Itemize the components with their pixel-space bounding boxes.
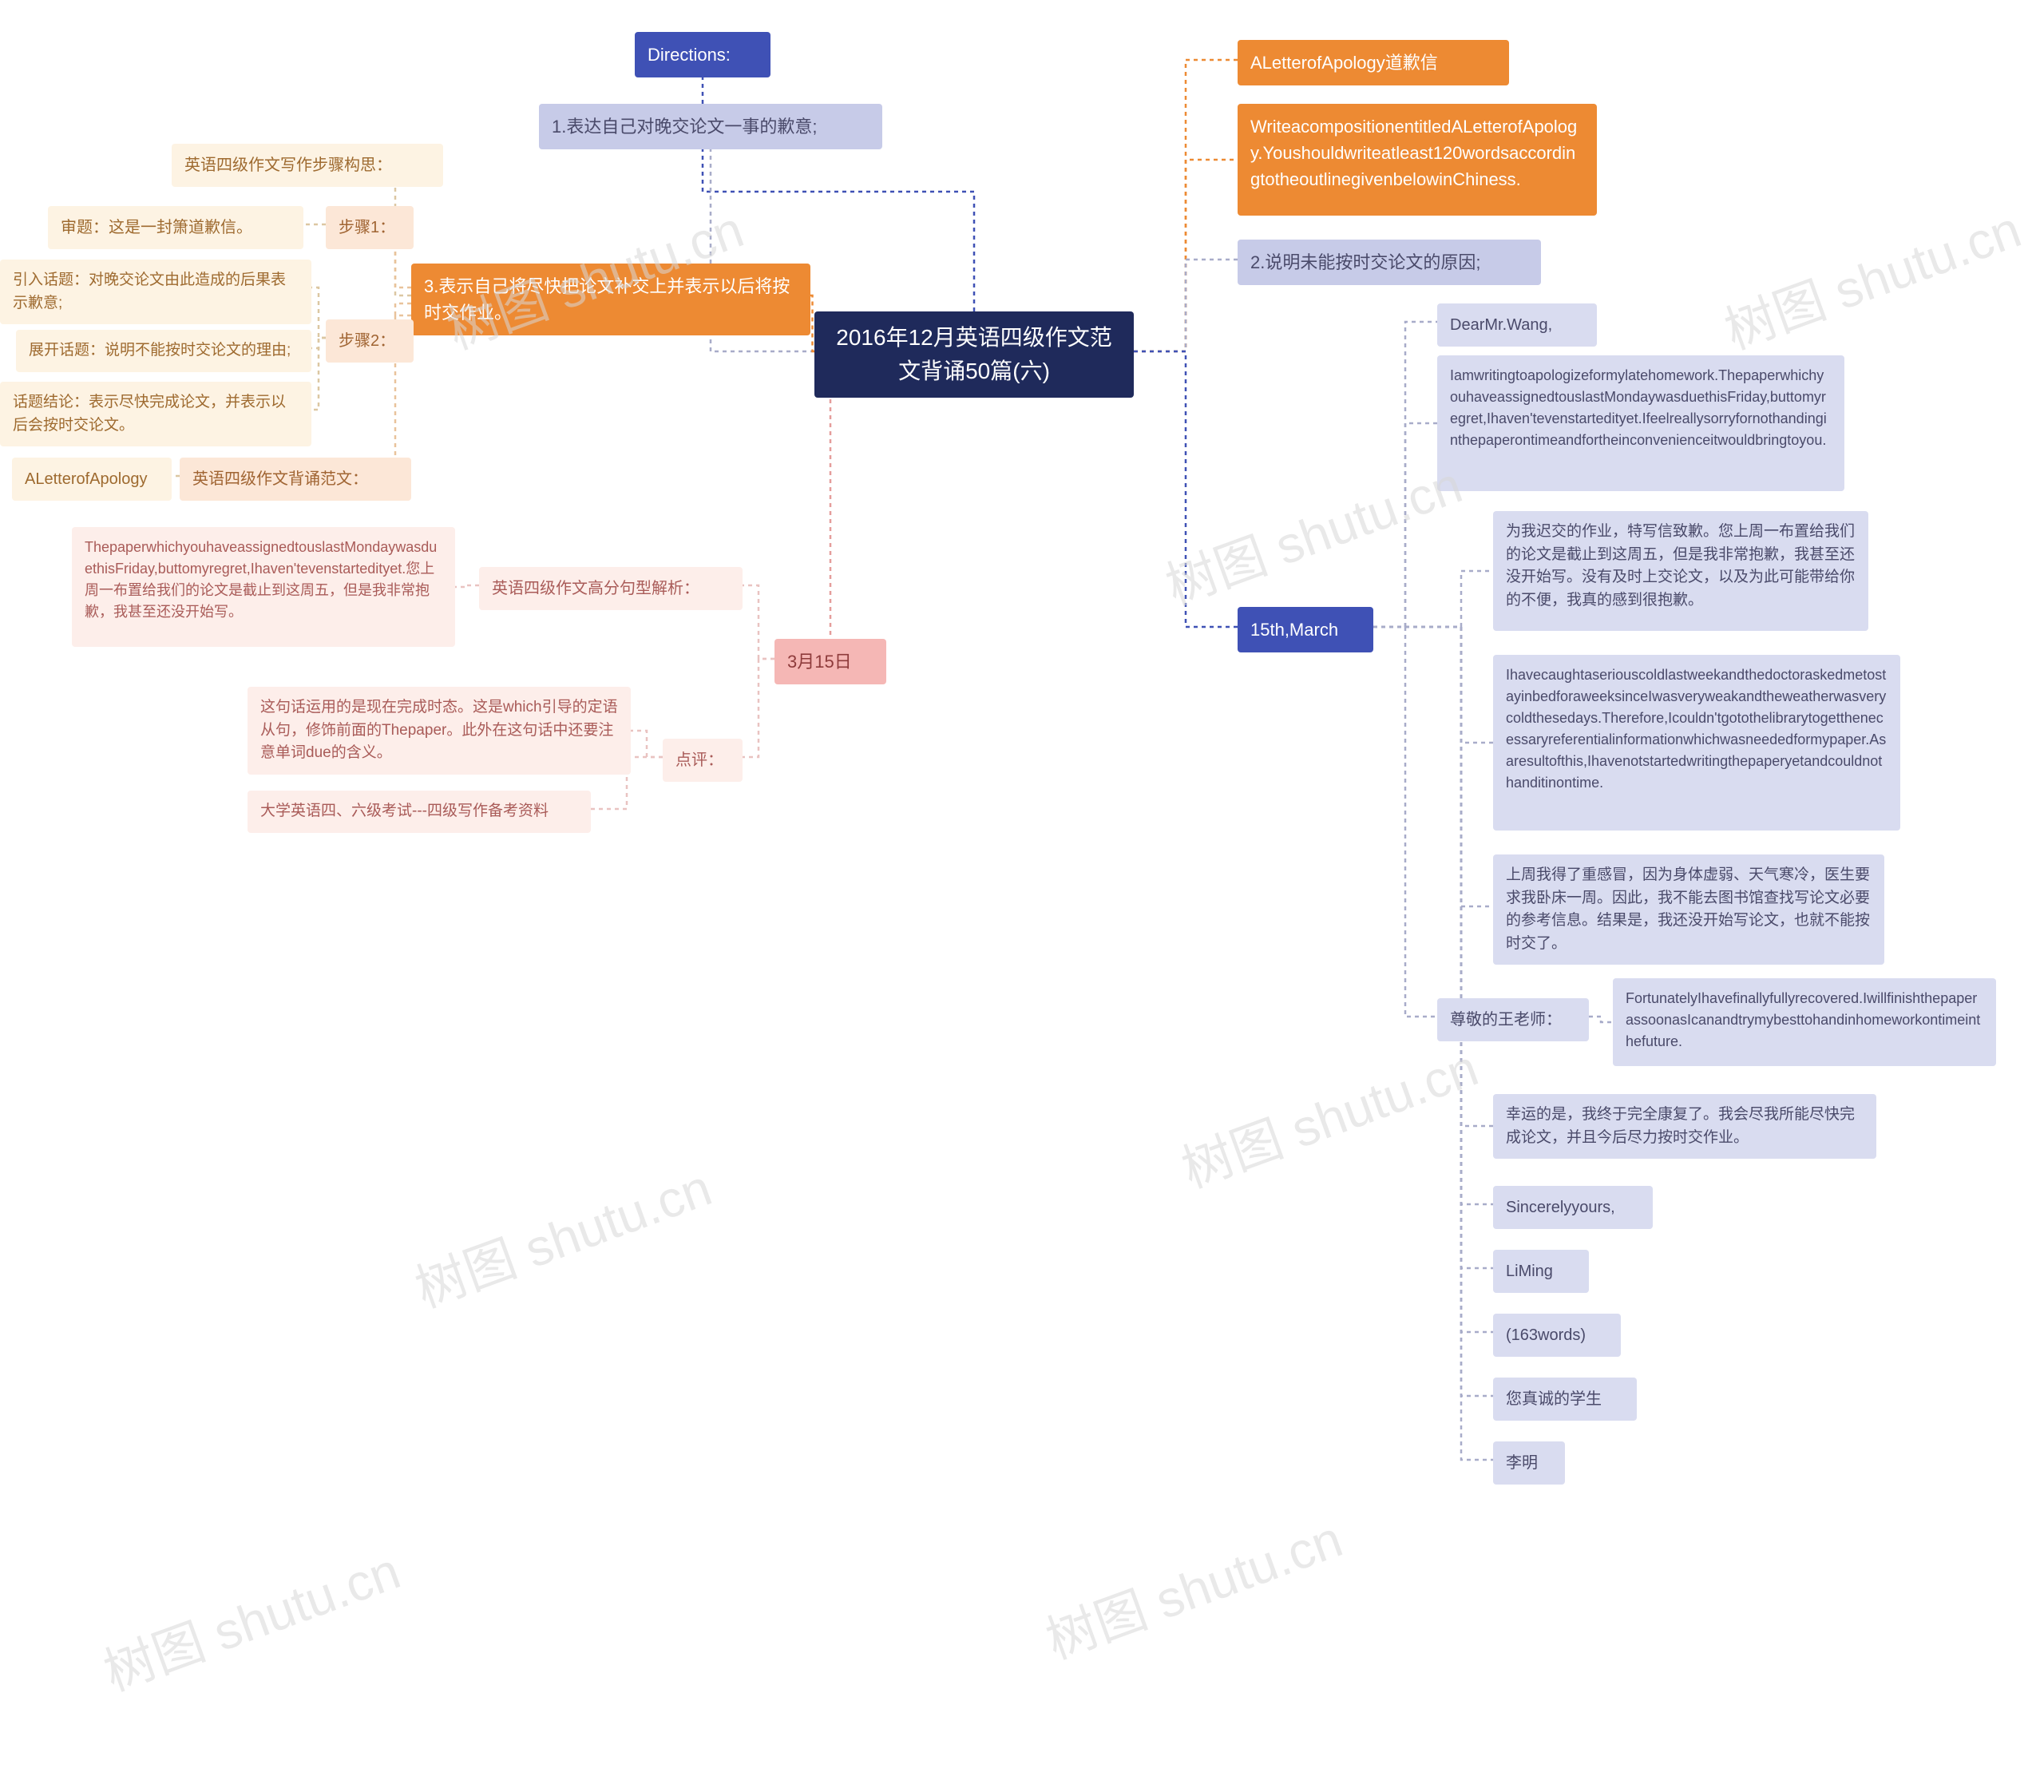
node-sign2: LiMing xyxy=(1493,1250,1589,1293)
node-honTeacher: 尊敬的王老师： xyxy=(1437,998,1589,1041)
node-p2: Ihavecaughtaseriouscoldlastweekandthedoc… xyxy=(1493,655,1900,831)
node-p1zh: 为我迟交的作业，特写信致歉。您上周一布置给我们的论文是截止到这周五，但是我非常抱… xyxy=(1493,511,1868,631)
node-n3: 3.表示自己将尽快把论文补交上并表示以后将按时交作业。 xyxy=(411,264,810,335)
watermark: 树图 shutu.cn xyxy=(1171,1027,1487,1202)
node-apologyTitle: ALetterofApology道歉信 xyxy=(1238,40,1509,85)
node-comment3: 大学英语四、六级考试---四级写作备考资料 xyxy=(248,791,591,833)
node-sign5: 李明 xyxy=(1493,1441,1565,1485)
node-dear: DearMr.Wang, xyxy=(1437,303,1597,347)
node-stepModel: 英语四级作文背诵范文： xyxy=(180,458,411,501)
node-step2a: 引入话题：对晚交论文由此造成的后果表示歉意; xyxy=(0,260,311,324)
watermark: 树图 shutu.cn xyxy=(1035,1498,1351,1673)
node-root: 2016年12月英语四级作文范文背诵50篇(六) xyxy=(814,311,1134,398)
node-p3: FortunatelyIhavefinallyfullyrecovered.Iw… xyxy=(1613,978,1996,1066)
node-highSent2: ThepaperwhichyouhaveassignedtouslastMond… xyxy=(72,527,455,647)
node-directions: Directions: xyxy=(635,32,770,77)
node-reason2: 2.说明未能按时交论文的原因; xyxy=(1238,240,1541,285)
node-comment2: 这句话运用的是现在完成时态。这是which引导的定语从句，修饰前面的Thepap… xyxy=(248,687,631,775)
node-step1: 步骤1： xyxy=(326,206,414,249)
node-stepModel2: ALetterofApology xyxy=(12,458,172,501)
node-sign4: 您真诚的学生 xyxy=(1493,1378,1637,1421)
node-comment: 点评： xyxy=(663,739,743,782)
node-step2c: 话题结论：表示尽快完成论文，并表示以后会按时交论文。 xyxy=(0,382,311,446)
node-step1a: 审题：这是一封箫道歉信。 xyxy=(48,206,303,249)
node-sign1: Sincerelyyours, xyxy=(1493,1186,1653,1229)
node-sign3: (163words) xyxy=(1493,1314,1621,1357)
node-mar15: 3月15日 xyxy=(774,639,886,684)
node-date15: 15th,March xyxy=(1238,607,1373,652)
node-highSent: 英语四级作文高分句型解析： xyxy=(479,567,743,610)
watermark: 树图 shutu.cn xyxy=(1155,444,1471,619)
node-stepIntro: 英语四级作文写作步骤构思： xyxy=(172,144,443,187)
node-n1: 1.表达自己对晚交论文一事的歉意; xyxy=(539,104,882,149)
node-step2b: 展开话题：说明不能按时交论文的理由; xyxy=(16,330,311,372)
watermark: 树图 shutu.cn xyxy=(1713,188,2030,363)
node-writeComp: WriteacompositionentitledALetterofApolog… xyxy=(1238,104,1597,216)
node-step2: 步骤2： xyxy=(326,319,414,363)
watermark: 树图 shutu.cn xyxy=(404,1147,720,1322)
node-p2zh: 上周我得了重感冒，因为身体虚弱、天气寒冷，医生要求我卧床一周。因此，我不能去图书… xyxy=(1493,854,1884,965)
watermark: 树图 shutu.cn xyxy=(93,1530,409,1705)
node-p1: Iamwritingtoapologizeformylatehomework.T… xyxy=(1437,355,1844,491)
node-p3zh: 幸运的是，我终于完全康复了。我会尽我所能尽快完成论文，并且今后尽力按时交作业。 xyxy=(1493,1094,1876,1159)
